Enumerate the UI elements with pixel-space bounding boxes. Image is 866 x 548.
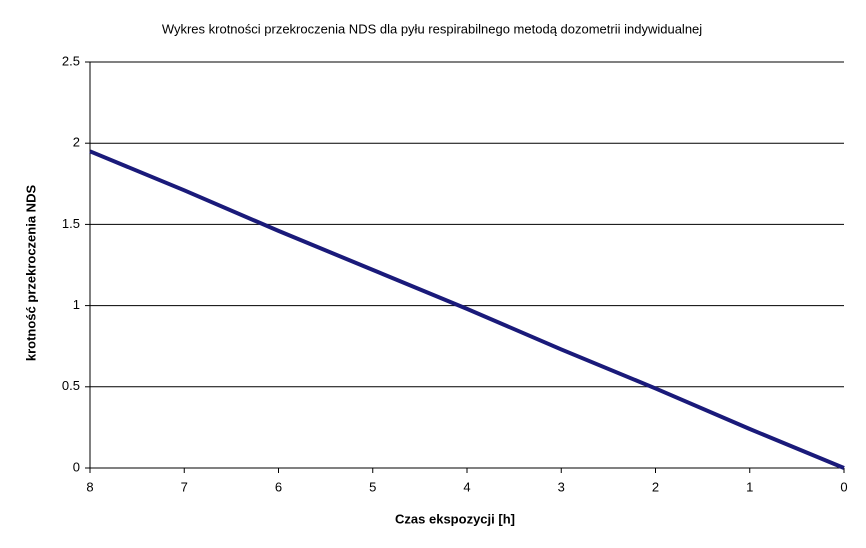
y-tick-label: 0.5 bbox=[62, 378, 80, 393]
x-tick-label: 0 bbox=[840, 479, 847, 494]
x-tick-label: 7 bbox=[181, 479, 188, 494]
x-tick-label: 6 bbox=[275, 479, 282, 494]
x-tick-label: 4 bbox=[463, 479, 470, 494]
y-tick-label: 0 bbox=[73, 459, 80, 474]
data-line bbox=[89, 149, 845, 470]
x-tick-label: 5 bbox=[369, 479, 376, 494]
y-tick-label: 2 bbox=[73, 135, 80, 150]
y-tick-label: 2.5 bbox=[62, 53, 80, 68]
y-axis-label: krotność przekroczenia NDS bbox=[23, 185, 38, 362]
x-tick-label: 3 bbox=[558, 479, 565, 494]
chart-title: Wykres krotności przekroczenia NDS dla p… bbox=[162, 21, 702, 36]
y-tick-label: 1 bbox=[73, 297, 80, 312]
y-tick-label: 1.5 bbox=[62, 216, 80, 231]
x-tick-label: 8 bbox=[86, 479, 93, 494]
x-axis-label: Czas ekspozycji [h] bbox=[395, 511, 515, 526]
x-tick-label: 2 bbox=[652, 479, 659, 494]
x-tick-label: 1 bbox=[746, 479, 753, 494]
